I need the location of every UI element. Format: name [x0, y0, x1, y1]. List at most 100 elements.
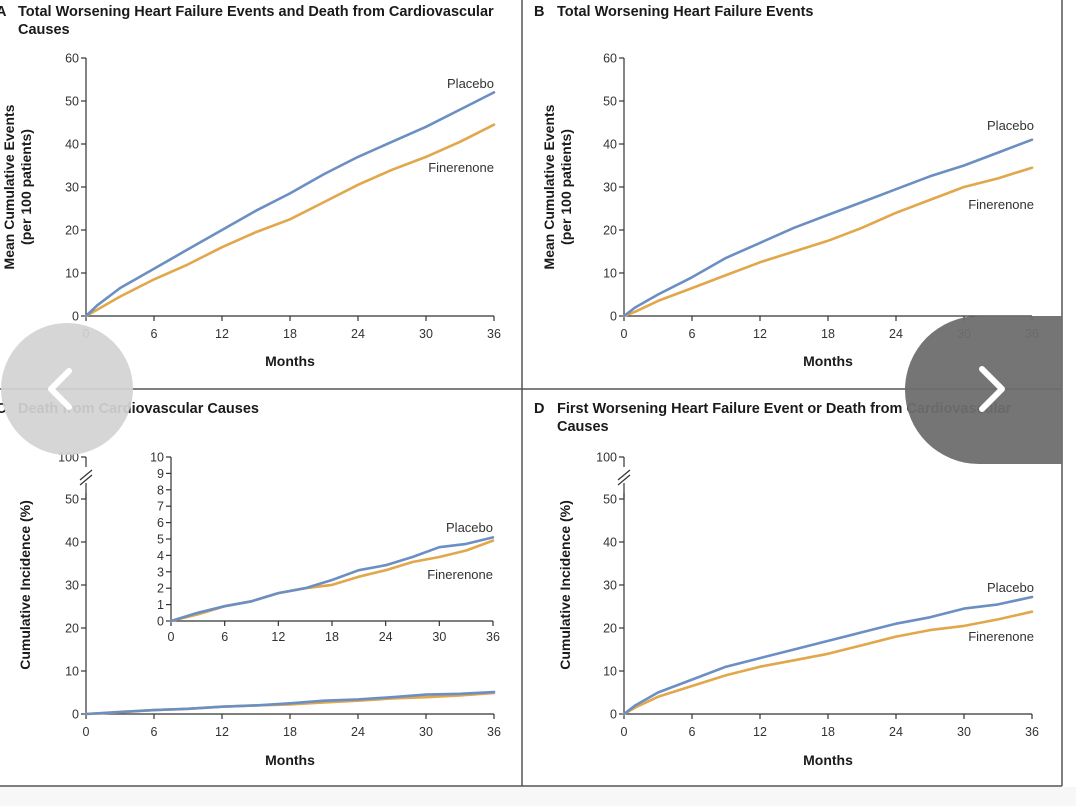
y-tick-label: 30: [603, 579, 617, 593]
y-axis-title-line: (per 100 patients): [558, 129, 574, 245]
previous-slide-button[interactable]: [1, 323, 133, 455]
inset-series-label-placebo: Placebo: [446, 520, 493, 535]
series-label-placebo: Placebo: [447, 76, 494, 91]
y-axis-title-line: (per 100 patients): [18, 129, 34, 245]
series-label-placebo: Placebo: [987, 580, 1034, 595]
y-tick-label: 20: [65, 224, 79, 238]
y-tick-label: 2: [157, 582, 164, 596]
y-tick-label: 50: [603, 95, 617, 109]
x-tick-label: 36: [487, 327, 501, 341]
axis-break-mark: [79, 474, 93, 486]
x-tick-label: 24: [889, 725, 903, 739]
y-tick-label: 30: [65, 181, 79, 195]
x-tick-label: 6: [151, 725, 158, 739]
x-tick-label: 18: [821, 725, 835, 739]
series-label-finerenone: Finerenone: [428, 160, 494, 175]
chevron-right-icon: [979, 366, 1005, 412]
x-tick-label: 24: [351, 327, 365, 341]
x-tick-label: 0: [621, 725, 628, 739]
series-label-placebo: Placebo: [987, 118, 1034, 133]
y-axis-title-line: Cumulative Incidence (%): [557, 500, 573, 670]
panel-title: Total Worsening Heart Failure Events and…: [18, 4, 494, 20]
inset-series-label-finerenone: Finerenone: [427, 567, 493, 582]
x-tick-label: 6: [689, 327, 696, 341]
x-tick-label: 30: [419, 327, 433, 341]
x-tick-label: 0: [621, 327, 628, 341]
y-tick-label: 0: [610, 310, 617, 324]
x-tick-label: 36: [487, 725, 501, 739]
series-label-finerenone: Finerenone: [968, 629, 1034, 644]
x-tick-label: 18: [821, 327, 835, 341]
x-tick-label: 18: [325, 630, 339, 644]
inset-series-line-placebo: [169, 536, 495, 623]
y-axis-title-line: Cumulative Incidence (%): [17, 500, 33, 670]
x-tick-label: 6: [689, 725, 696, 739]
y-tick-label: 50: [65, 95, 79, 109]
y-tick-label: 6: [157, 516, 164, 530]
x-tick-label: 6: [221, 630, 228, 644]
x-axis-title: Months: [803, 353, 853, 369]
y-tick-label: 30: [603, 181, 617, 195]
y-axis-title: Mean Cumulative Events(per 100 patients): [1, 104, 34, 269]
y-tick-label: 60: [603, 52, 617, 66]
x-axis-title: Months: [265, 752, 315, 768]
x-axis-title: Months: [803, 752, 853, 768]
y-axis-title-line: Mean Cumulative Events: [541, 104, 557, 269]
y-tick-label: 0: [72, 708, 79, 722]
axis-break-mark: [617, 469, 631, 481]
y-tick-label: 50: [603, 493, 617, 507]
x-tick-label: 0: [168, 630, 175, 644]
series-line-placebo: [622, 138, 1034, 318]
series-line-finerenone: [622, 166, 1034, 318]
panel-letter-a: A: [0, 4, 7, 20]
x-tick-label: 18: [283, 725, 297, 739]
y-axis-title-line: Mean Cumulative Events: [1, 104, 17, 269]
y-tick-label: 40: [65, 138, 79, 152]
panel-letter-c: C: [0, 401, 7, 417]
x-tick-label: 30: [957, 725, 971, 739]
y-axis-title: Cumulative Incidence (%): [557, 500, 573, 670]
x-axis-title: Months: [265, 353, 315, 369]
panel-title: Total Worsening Heart Failure Events: [557, 4, 814, 20]
x-tick-label: 12: [271, 630, 285, 644]
y-tick-label: 7: [157, 500, 164, 514]
y-tick-label: 10: [65, 665, 79, 679]
panel-title: Causes: [18, 22, 70, 38]
series-line-finerenone: [622, 610, 1034, 716]
inset-chart: 0 6 12 18 24 30 36012345678910PlaceboFinerenon…: [150, 451, 500, 645]
x-tick-label: 30: [432, 630, 446, 644]
y-axis-title: Mean Cumulative Events(per 100 patients): [541, 104, 574, 269]
y-tick-label: 10: [150, 451, 164, 465]
series-line-placebo: [84, 91, 496, 318]
y-tick-label: 40: [603, 536, 617, 550]
x-tick-label: 6: [151, 327, 158, 341]
panel-title: Causes: [557, 419, 609, 435]
panel-letter-d: D: [534, 401, 544, 417]
y-tick-label: 40: [603, 138, 617, 152]
y-tick-label: 20: [603, 224, 617, 238]
panel-title: First Worsening Heart Failure Event or D…: [557, 401, 1012, 417]
y-axis-title: Cumulative Incidence (%): [17, 500, 33, 670]
x-tick-label: 24: [379, 630, 393, 644]
y-tick-label: 0: [72, 310, 79, 324]
series-label-finerenone: Finerenone: [968, 197, 1034, 212]
y-tick-label: 1: [157, 598, 164, 612]
y-tick-label: 10: [603, 665, 617, 679]
y-tick-label-top: 100: [596, 451, 617, 465]
x-tick-label: 12: [753, 725, 767, 739]
y-tick-label: 10: [603, 267, 617, 281]
y-tick-label: 0: [157, 615, 164, 629]
y-tick-label: 30: [65, 579, 79, 593]
x-tick-label: 36: [486, 630, 500, 644]
panel-a-chart: Total Worsening Heart Failure Events and…: [1, 4, 501, 369]
x-tick-label: 24: [351, 725, 365, 739]
y-tick-label: 5: [157, 533, 164, 547]
series-line-placebo: [622, 595, 1034, 716]
y-tick-label: 60: [65, 52, 79, 66]
axis-break-mark: [79, 469, 93, 481]
y-tick-label: 40: [65, 536, 79, 550]
next-slide-button[interactable]: [905, 316, 1062, 464]
y-tick-label: 3: [157, 565, 164, 579]
